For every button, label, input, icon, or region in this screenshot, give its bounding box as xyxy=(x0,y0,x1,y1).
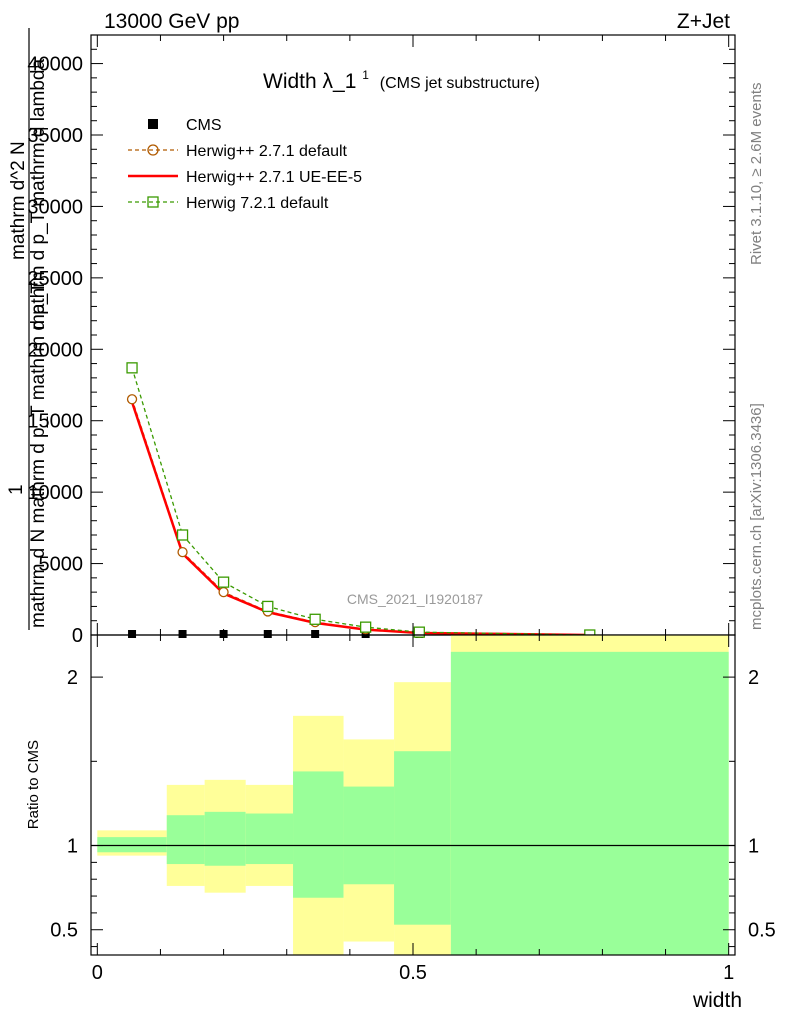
chart-title: Width λ_1 1 (CMS jet substructure) xyxy=(263,61,540,93)
data-point-herwig72 xyxy=(176,529,189,541)
legend-label-cms: CMS xyxy=(186,117,222,134)
ratio-band-inner xyxy=(245,813,294,865)
data-point-herwig72 xyxy=(359,621,372,633)
chart-title-superscript: 1 xyxy=(362,68,369,82)
main-y-tick-label: 0 xyxy=(72,625,83,647)
data-point-herwig72 xyxy=(262,600,274,613)
legend-marker-herwig-default xyxy=(147,144,159,156)
main-y-tick-label: 25000 xyxy=(27,268,83,290)
x-axis-label: width xyxy=(692,989,742,1012)
ratio-bands-layer xyxy=(97,635,729,955)
x-tick-label: 1 xyxy=(723,962,734,984)
chart-title-text: Width λ_1 xyxy=(263,70,356,93)
series-line-herwig72 xyxy=(131,367,590,636)
ratio-x-axis: 0 0.5 1 xyxy=(92,635,734,984)
ratio-y-tick-label: 1 xyxy=(67,836,78,858)
legend-marker-cms xyxy=(148,119,158,129)
data-point-cms xyxy=(178,630,187,638)
series-line-herwig-ueee5 xyxy=(130,401,590,637)
ratio-band-inner xyxy=(204,811,246,866)
main-panel: 0 5000 10000 15000 20000 25000 30000 35000 40000… xyxy=(6,28,736,647)
main-y-label: mathrm d^2 N mathrm d p_T mathrm d lambd… xyxy=(6,28,49,630)
main-data-layer xyxy=(126,362,596,641)
legend-label-herwig-default: Herwig++ 2.7.1 default xyxy=(186,143,348,160)
data-point-herwig72 xyxy=(413,626,425,638)
process-label: Z+Jet xyxy=(677,10,730,33)
rivet-label: Rivet 3.1.10, ≥ 2.6M events xyxy=(748,83,765,266)
main-y-tick-label: 10000 xyxy=(27,482,83,504)
x-tick-label: 0 xyxy=(92,962,103,984)
main-y-tick-label: 20000 xyxy=(27,339,83,361)
ratio-band-inner xyxy=(450,651,729,955)
main-y-label-top-2: mathrm d p_T mathrm d lambda xyxy=(28,59,49,330)
x-tick-label: 0.5 xyxy=(399,962,427,984)
chart-subtitle: (CMS jet substructure) xyxy=(380,75,540,92)
ratio-band-inner xyxy=(293,771,344,898)
data-point-herwig-default xyxy=(126,394,138,405)
legend-label-herwig72: Herwig 7.2.1 default xyxy=(186,195,329,212)
data-point-herwig72 xyxy=(309,613,321,625)
ratio-y-label: Ratio to CMS xyxy=(25,740,42,829)
energy-label: 13000 GeV pp xyxy=(104,10,239,33)
main-y-tick-label: 35000 xyxy=(27,125,83,147)
main-y-tick-label: 15000 xyxy=(27,411,83,433)
ratio-panel: 0.5 0.51 12 2 0 0.5 1 Ratio to CMS width xyxy=(25,634,776,1012)
main-y-label-numerator: 1 xyxy=(6,484,27,495)
analysis-label: CMS_2021_I1920187 xyxy=(347,591,483,607)
legend-label-herwig-ueee5: Herwig++ 2.7.1 UE-EE-5 xyxy=(186,169,362,186)
main-y-tick-label: 40000 xyxy=(27,54,83,76)
data-point-herwig-default xyxy=(177,546,188,558)
ratio-y-tick-label-right: 2 xyxy=(748,667,759,689)
data-point-herwig-default xyxy=(218,586,229,598)
ratio-y-tick-label-right: 1 xyxy=(748,836,759,858)
ratio-band-inner xyxy=(166,815,205,865)
ratio-y-tick-label-right: 0.5 xyxy=(748,920,776,942)
main-y-label-top: mathrm d^2 N xyxy=(8,141,29,260)
data-point-herwig72 xyxy=(126,362,138,374)
data-point-herwig72 xyxy=(217,576,230,588)
legend: CMS Herwig++ 2.7.1 default Herwig++ 2.7.… xyxy=(128,117,362,212)
data-point-cms xyxy=(263,630,272,638)
main-y-axis: 0 5000 10000 15000 20000 25000 30000 35000 40000 xyxy=(27,35,735,647)
mcplots-label: mcplots.cern.ch [arXiv:1306.3436] xyxy=(748,403,765,630)
main-y-label-denominator: mathrm d N mathrm d p_T mathrm d p_T xyxy=(28,282,49,628)
ratio-y-axis: 0.5 0.5 1 1 2 2 xyxy=(50,667,776,948)
main-y-tick-label: 5000 xyxy=(39,554,84,576)
ratio-y-tick-label: 2 xyxy=(67,667,78,689)
ratio-y-tick-label: 0.5 xyxy=(50,920,78,942)
data-point-cms xyxy=(311,630,320,638)
ratio-band-inner xyxy=(97,837,167,853)
data-point-cms xyxy=(128,630,137,638)
ratio-band-inner xyxy=(394,751,451,925)
legend-marker-herwig72 xyxy=(147,196,159,208)
ratio-frame xyxy=(90,634,736,956)
main-y-tick-label: 30000 xyxy=(27,196,83,218)
ratio-band-inner xyxy=(343,786,395,885)
